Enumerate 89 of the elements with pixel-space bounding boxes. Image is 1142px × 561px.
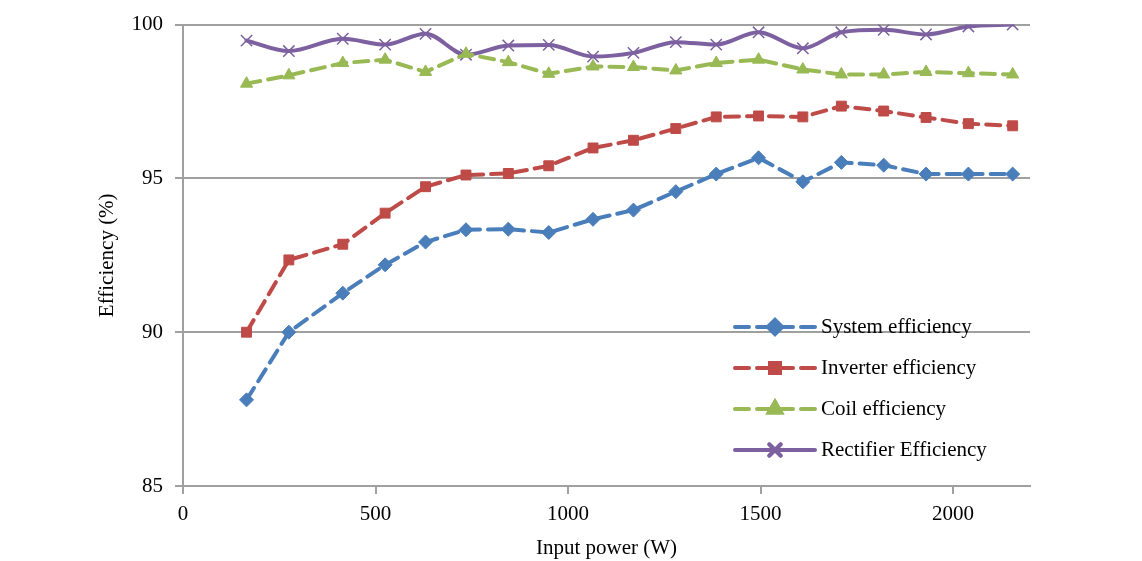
point [920, 112, 932, 123]
point [877, 66, 891, 79]
point [669, 35, 683, 49]
y-tick-label: 85 [142, 472, 163, 497]
point [835, 100, 847, 112]
point [627, 46, 640, 60]
x-axis-title: Input power (W) [535, 534, 678, 559]
point [752, 25, 765, 39]
point [752, 52, 766, 64]
point [796, 62, 810, 74]
x-tick-label: 1500 [739, 501, 782, 526]
point [337, 238, 349, 250]
legend-label: Coil efficiency [821, 395, 947, 420]
point [419, 27, 432, 41]
point [336, 32, 350, 46]
point [834, 66, 848, 79]
point [459, 46, 473, 58]
point [239, 392, 255, 408]
point [542, 66, 556, 78]
point [796, 41, 810, 55]
point [626, 59, 641, 72]
point [418, 234, 434, 250]
point [501, 54, 515, 67]
point [585, 211, 601, 227]
point [377, 257, 393, 273]
point [795, 174, 811, 190]
legend-label: Inverter efficiency [821, 354, 977, 379]
point [709, 55, 723, 68]
y-tick-label: 95 [142, 164, 163, 189]
point [1006, 66, 1020, 79]
point [710, 111, 722, 123]
point [502, 168, 514, 179]
point [283, 254, 295, 266]
point [919, 28, 933, 41]
x-tick-label: 1000 [547, 501, 589, 526]
point [587, 142, 599, 154]
point [282, 44, 296, 58]
point [420, 181, 431, 193]
point [878, 105, 890, 117]
y-tick-label: 90 [142, 318, 163, 343]
point [709, 38, 723, 51]
point [876, 157, 892, 173]
legend-label: Rectifier Efficiency [821, 436, 988, 461]
point [282, 67, 296, 80]
legend-label: System efficiency [821, 313, 973, 338]
point [669, 62, 683, 75]
point [625, 202, 641, 218]
point [418, 64, 433, 76]
point [1007, 120, 1019, 132]
y-tick-label: 100 [131, 11, 163, 36]
point [240, 34, 253, 47]
point [379, 207, 391, 219]
point [797, 111, 809, 123]
point [336, 55, 350, 68]
point [378, 38, 392, 51]
y-axis-title: Efficiency (%) [94, 193, 119, 318]
point [500, 221, 516, 237]
point [458, 222, 474, 238]
point [501, 39, 515, 52]
point [239, 76, 254, 88]
point [542, 38, 556, 52]
point [834, 25, 848, 39]
point [670, 123, 682, 135]
point [918, 166, 934, 182]
point [543, 160, 555, 172]
point [586, 50, 600, 63]
point [877, 24, 891, 37]
point [962, 118, 974, 130]
point [586, 58, 600, 71]
point [541, 225, 557, 241]
x-tick-label: 500 [359, 501, 392, 526]
point [335, 285, 351, 301]
point [960, 166, 976, 182]
x-tick-label: 2000 [932, 501, 974, 526]
point [751, 150, 767, 166]
point [1005, 166, 1021, 182]
point [668, 184, 684, 200]
point [460, 169, 472, 181]
point [919, 64, 933, 76]
point [833, 154, 849, 170]
point [753, 110, 765, 122]
point [459, 48, 473, 62]
point [708, 166, 724, 182]
point [281, 324, 297, 340]
x-tick-label: 0 [177, 501, 189, 526]
point [961, 65, 975, 78]
point [241, 326, 252, 338]
point [378, 52, 392, 64]
point [628, 134, 639, 146]
